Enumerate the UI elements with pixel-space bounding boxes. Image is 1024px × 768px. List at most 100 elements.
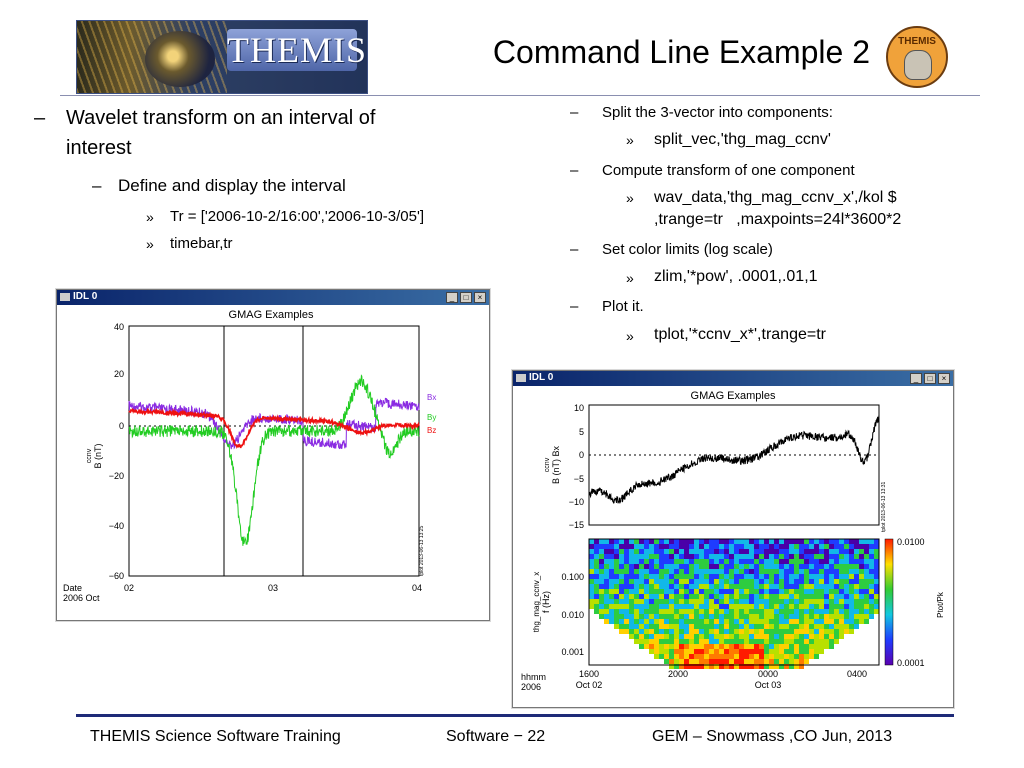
badge-text: THEMIS [898,36,936,47]
x-date-label: Oct 02 [576,680,603,690]
y-tick-label: 20 [114,369,124,379]
code-tr-assignment: Tr = ['2006-10-2/16:00','2006-10-3/05'] [170,208,424,225]
bullet-marker: – [92,176,102,195]
date-label: Date [63,583,82,593]
colorbar-max-label: 0.0100 [897,537,925,547]
plot-title: GMAG Examples [229,309,314,321]
y-axis-label: B (nT) [93,443,103,468]
bullet-marker: – [570,298,579,315]
x-axis-label-year: 2006 [521,682,541,692]
logo-wordmark: THEMIS [227,29,367,71]
gmag-plot-1: GMAG Examples 40 20 0 −20 −40 −60 02 03 … [63,309,436,603]
footer-left: THEMIS Science Software Training [90,728,341,745]
bullet-marker: – [570,241,579,258]
y-tick-label: 40 [114,322,124,332]
bullet-wavelet: Wavelet transform on an interval of [66,107,376,129]
maximize-button[interactable]: □ [460,292,472,303]
y-tick-label: 5 [579,427,584,437]
window-1-titlebar[interactable]: IDL 0 _ □ × [57,290,489,305]
bullet-marker: » [626,270,634,286]
x-tick-label: 04 [412,583,422,593]
x-tick-label: 02 [124,583,134,593]
window-2-titlebar[interactable]: IDL 0 _ □ × [513,371,953,386]
wavelet-spectrogram [589,539,879,669]
spectrogram-axis-label: f (Hz) [541,591,551,613]
bullet-marker: » [626,190,634,206]
y-tick-label: −60 [109,571,124,581]
code-tplot: tplot,'*ccnv_x*',trange=tr [654,326,826,343]
footer-right: GEM – Snowmass ,CO Jun, 2013 [652,728,893,745]
legend-bz: Bz [427,426,436,435]
code-wav-data-cont: ,trange=tr ,maxpoints=24l*3600*2 [654,211,902,228]
badge-figures-graphic [904,50,932,80]
colorbar [884,538,894,666]
bullet-marker: » [146,236,154,252]
bx-axis-label: B (nT) Bx [551,446,561,485]
bullet-wavelet-cont: interest [66,137,132,159]
minimize-button[interactable]: _ [446,292,458,303]
bx-axis-label-sup: ccnv [544,457,551,472]
close-button[interactable]: × [474,292,486,303]
y-tick-label: 10 [574,403,584,413]
y-tick-label: 0 [119,421,124,431]
x-axis-label-hhmm: hhmm [521,672,546,682]
idl-window-1: IDL 0 _ □ × GMAG Examples 40 20 0 −20 −4… [56,289,490,621]
x-tick-label: 0000 [758,669,778,679]
x-tick-label: 0400 [847,669,867,679]
idl-app-icon [60,293,70,301]
y-tick-label: 0.100 [561,572,584,582]
bullet-color-limits: Set color limits (log scale) [602,241,773,258]
plot-title: GMAG Examples [691,390,776,402]
bullet-define-interval: Define and display the interval [118,176,346,195]
x-tick-label: 03 [268,583,278,593]
legend-bx: Bx [427,393,436,402]
code-split-vec: split_vec,'thg_mag_ccnv' [654,131,831,148]
maximize-button[interactable]: □ [924,373,936,384]
header-divider [60,95,980,96]
colorbar-label: Ptot/Pk [936,591,945,618]
x-date-label: Oct 03 [755,680,782,690]
bullet-plot-it: Plot it. [602,298,644,315]
y-tick-label: 0.001 [561,647,584,657]
minimize-button[interactable]: _ [910,373,922,384]
logo-earth-graphic [145,31,215,87]
window-2-title: IDL 0 [529,372,554,383]
series-by-line [128,374,420,546]
footer-page-number: Software − 22 [446,728,546,745]
timestamp-stamp: tplot 2013-06-13 13:25 [419,525,425,576]
idl-app-icon [516,374,526,382]
page-title: Command Line Example 2 [492,34,870,70]
colorbar-min-label: 0.0001 [897,658,925,668]
timestamp-stamp: tplot 2013-06-13 13:31 [881,481,887,532]
spectrogram-axis-label-sup: thg_mag_ccnv_x [532,572,541,632]
bullet-split-vector: Split the 3-vector into components: [602,104,833,121]
legend-by: By [427,413,436,422]
footer-divider [76,714,954,717]
date-value: 2006 Oct [63,593,100,603]
bullet-marker: » [146,209,154,225]
y-tick-label: 0.010 [561,610,584,620]
bx-panel-frame [588,404,880,526]
y-tick-label: −15 [569,520,584,530]
series-bx-line [588,415,880,504]
y-tick-label: −10 [569,497,584,507]
y-tick-label: −20 [109,471,124,481]
idl-window-2: IDL 0 _ □ × GMAG Examples 10 5 0 −5 −10 … [512,370,954,708]
bullet-marker: » [626,328,634,344]
bullet-marker: – [570,162,579,179]
code-zlim: zlim,'*pow', .0001,.01,1 [654,268,818,285]
y-axis-label-sup: ccnv [86,448,93,463]
y-tick-label: 0 [579,450,584,460]
spectrogram-frame [588,538,880,666]
code-wav-data: wav_data,'thg_mag_ccnv_x',/kol $ [654,189,897,206]
bullet-marker: – [34,107,46,129]
close-button[interactable]: × [938,373,950,384]
plot-frame [128,325,420,577]
bullet-compute-transform: Compute transform of one component [602,162,855,179]
x-tick-label: 2000 [668,669,688,679]
bullet-marker: » [626,132,634,148]
series-bz-line [128,407,420,449]
themis-badge-logo: THEMIS [886,26,948,88]
themis-logo: THEMIS [76,20,368,94]
window-1-title: IDL 0 [73,291,98,302]
